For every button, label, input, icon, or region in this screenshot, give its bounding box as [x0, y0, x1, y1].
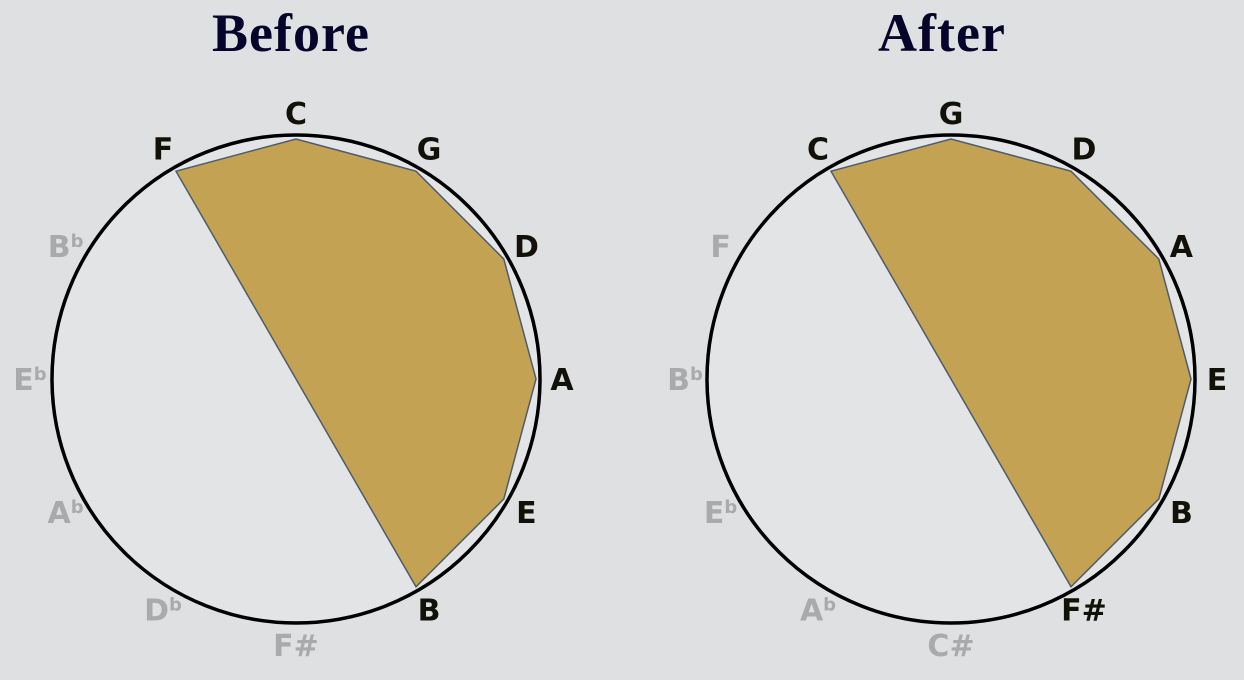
note-letter: A: [800, 593, 824, 628]
sharp-sign: #: [1082, 593, 1107, 628]
sharp-sign: #: [294, 629, 319, 664]
note-letter: B: [418, 593, 441, 628]
note-label: Bb: [48, 230, 84, 265]
flat-sign: b: [724, 497, 737, 518]
note-label: Ab: [48, 496, 84, 531]
note-letter: F: [273, 629, 294, 664]
note-letter: G: [939, 97, 964, 132]
before-title: Before: [212, 3, 370, 63]
note-letter: D: [514, 230, 539, 265]
note-letter: F: [710, 230, 731, 265]
note-letter: C: [285, 97, 307, 132]
note-label: C#: [927, 629, 974, 664]
note-label: Ab: [800, 593, 836, 628]
flat-sign: b: [169, 594, 182, 615]
active-notes-polygon: [174, 138, 537, 589]
note-label: F#: [273, 629, 319, 664]
flat-sign: b: [71, 231, 84, 252]
note-letter: F: [1061, 593, 1082, 628]
note-letter: A: [1170, 230, 1194, 265]
note-label: E: [1207, 363, 1228, 398]
note-letter: A: [48, 496, 72, 531]
flat-sign: b: [823, 594, 836, 615]
note-label: F: [710, 230, 731, 265]
active-notes-polygon: [829, 138, 1192, 589]
note-letter: D: [144, 593, 169, 628]
note-label: F#: [1061, 593, 1107, 628]
flat-sign: b: [71, 497, 84, 518]
note-label: C: [285, 97, 307, 132]
note-label: Bb: [667, 363, 703, 398]
note-letter: E: [704, 496, 725, 531]
note-label: A: [550, 363, 574, 398]
note-label: G: [417, 133, 442, 168]
note-label: B: [1170, 496, 1193, 531]
note-letter: E: [516, 496, 537, 531]
note-letter: A: [550, 363, 574, 398]
note-letter: B: [48, 230, 71, 265]
note-letter: G: [417, 133, 442, 168]
note-letter: F: [153, 133, 174, 168]
note-letter: E: [1207, 363, 1228, 398]
note-label: F: [153, 133, 174, 168]
note-label: Eb: [13, 363, 47, 398]
note-label: G: [939, 97, 964, 132]
note-letter: B: [1170, 496, 1193, 531]
note-label: E: [516, 496, 537, 531]
note-label: Eb: [704, 496, 738, 531]
note-letter: D: [1072, 133, 1097, 168]
note-letter: C: [807, 133, 829, 168]
note-letter: E: [13, 363, 34, 398]
note-label: Db: [144, 593, 182, 628]
note-label: D: [514, 230, 539, 265]
note-letter: B: [667, 363, 690, 398]
flat-sign: b: [690, 364, 703, 385]
sharp-sign: #: [949, 629, 974, 664]
note-label: B: [418, 593, 441, 628]
note-label: C: [807, 133, 829, 168]
flat-sign: b: [34, 364, 47, 385]
note-letter: C: [927, 629, 949, 664]
after-title: After: [878, 3, 1006, 63]
note-label: D: [1072, 133, 1097, 168]
note-label: A: [1170, 230, 1194, 265]
